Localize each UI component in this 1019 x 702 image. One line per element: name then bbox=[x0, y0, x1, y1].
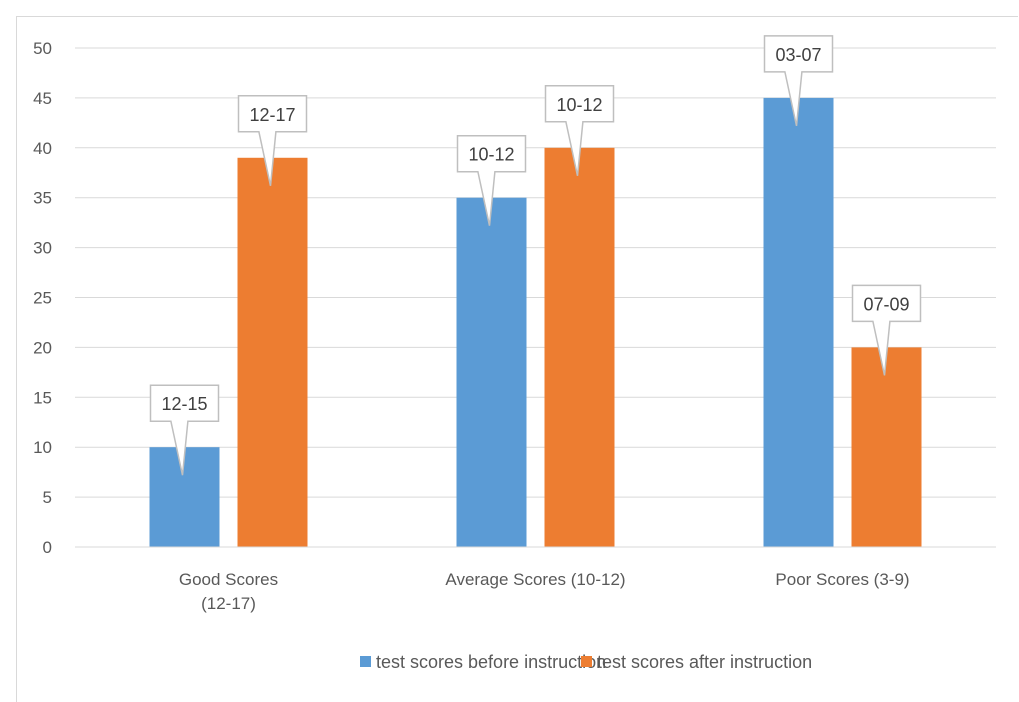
y-tick-label: 50 bbox=[33, 39, 52, 58]
x-category-label: Good Scores (12-17) bbox=[179, 570, 278, 613]
bar bbox=[544, 147, 615, 548]
y-tick-label: 30 bbox=[33, 239, 52, 258]
data-label: 03-07 bbox=[775, 45, 821, 65]
data-label: 12-17 bbox=[249, 105, 295, 125]
bar bbox=[763, 97, 834, 548]
data-label-callout bbox=[149, 384, 220, 476]
data-label-callout bbox=[456, 134, 527, 226]
y-tick-label: 35 bbox=[33, 189, 52, 208]
y-tick-label: 45 bbox=[33, 89, 52, 108]
data-label-callout bbox=[763, 35, 834, 127]
y-tick-label: 20 bbox=[33, 338, 52, 357]
data-label: 12-15 bbox=[161, 394, 207, 414]
legend-swatch bbox=[581, 656, 592, 667]
x-category-label: Average Scores (10-12) bbox=[445, 570, 625, 589]
y-tick-label: 5 bbox=[43, 488, 52, 507]
data-label-callout bbox=[851, 284, 922, 376]
data-label-callout bbox=[544, 85, 615, 176]
chart-frame bbox=[16, 16, 1018, 702]
bar bbox=[851, 347, 922, 547]
y-tick-label: 0 bbox=[43, 538, 52, 557]
data-label-callout bbox=[237, 95, 308, 186]
data-label: 10-12 bbox=[556, 95, 602, 115]
y-tick-label: 10 bbox=[33, 438, 52, 457]
bars bbox=[149, 97, 922, 548]
data-label: 10-12 bbox=[468, 145, 514, 165]
x-axis: Good Scores (12-17) Average Scores (10-12)… bbox=[75, 546, 996, 613]
y-tick-label: 25 bbox=[33, 289, 52, 308]
x-category-label: Poor Scores (3-9) bbox=[775, 570, 909, 589]
legend-label: test scores after instruction bbox=[597, 652, 812, 672]
y-tick-label: 15 bbox=[33, 388, 52, 407]
legend-swatch bbox=[360, 656, 371, 667]
y-tick-label: 40 bbox=[33, 139, 52, 158]
bar bbox=[237, 157, 308, 547]
bar bbox=[456, 197, 527, 547]
bar bbox=[149, 447, 220, 547]
legend-label: test scores before instruction bbox=[376, 652, 606, 672]
y-axis: 0 5 10 15 20 25 30 35 40 45 50 bbox=[33, 39, 52, 557]
data-labels: 12-15 12-17 10-12 10-12 03-07 07-09 bbox=[149, 35, 922, 476]
data-label: 07-09 bbox=[863, 294, 909, 314]
